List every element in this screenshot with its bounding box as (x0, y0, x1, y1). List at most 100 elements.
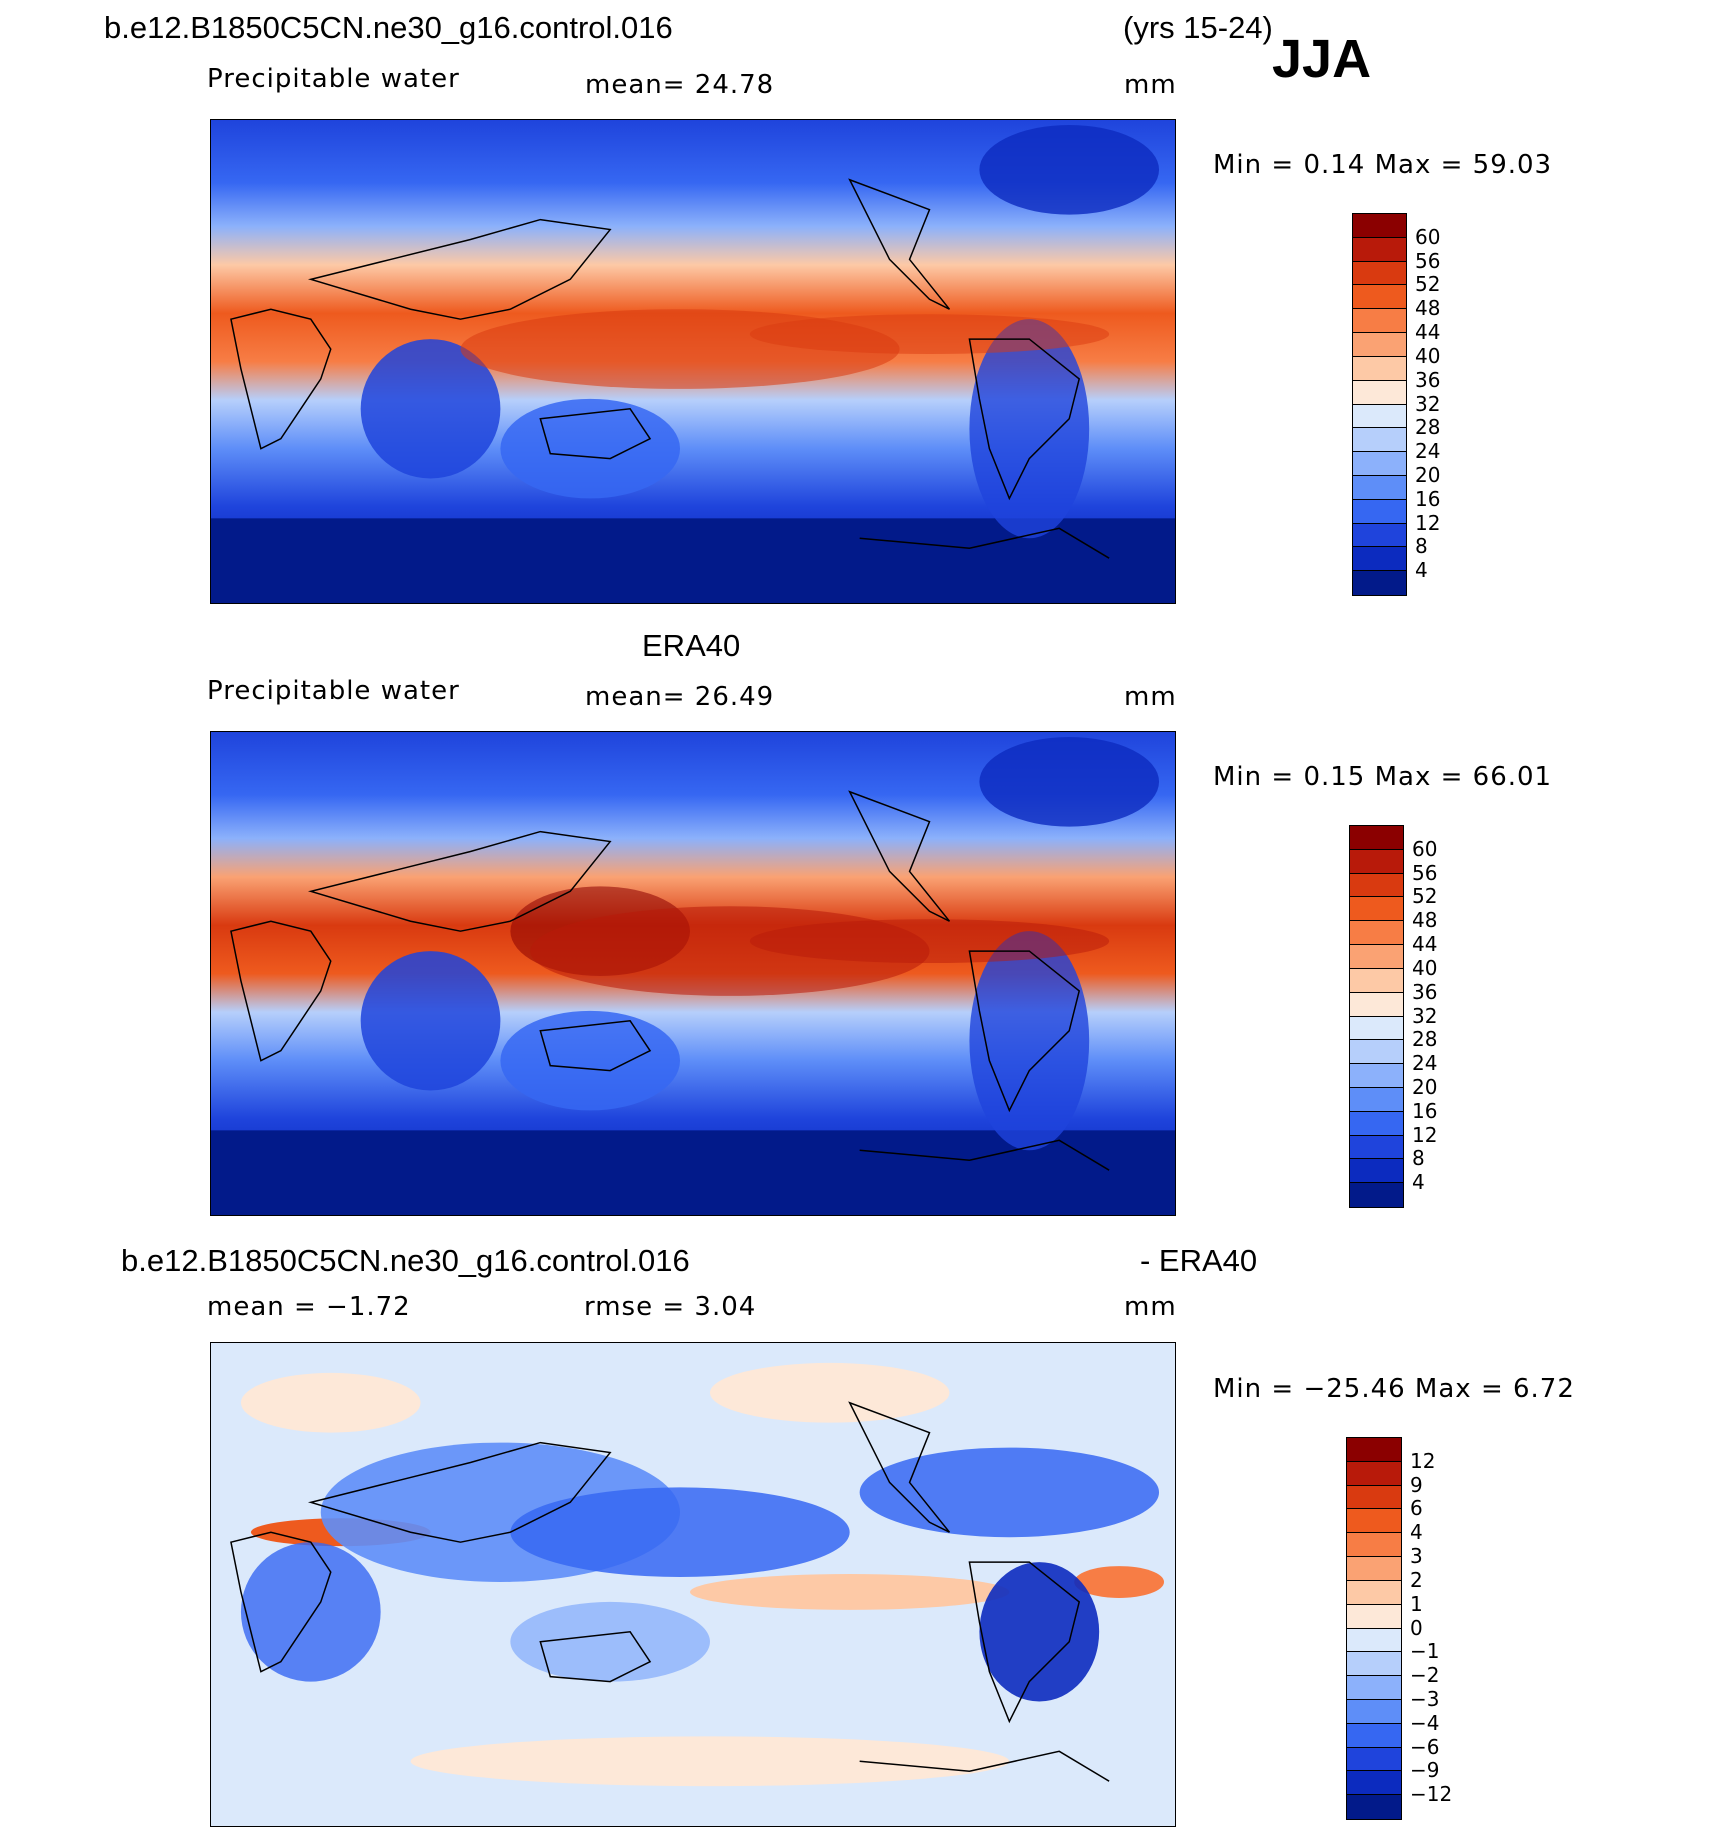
panel3-rmse-label: rmse = 3.04 (584, 1292, 757, 1322)
colorbar-tick-label: −6 (1410, 1734, 1440, 1759)
colorbar-tick-label: 28 (1412, 1027, 1438, 1052)
panel3-title-right: - ERA40 (1140, 1243, 1258, 1278)
colorbar-tick-label: 3 (1410, 1544, 1423, 1569)
colorbar-tick-label: 44 (1412, 932, 1438, 957)
colorbar-swatch (1350, 1135, 1403, 1160)
panel1-units-label: mm (1124, 70, 1177, 100)
colorbar-tick-label: −9 (1410, 1758, 1440, 1783)
panel2-mean-label: mean= 26.49 (585, 682, 775, 712)
colorbar-swatch (1350, 945, 1403, 969)
colorbar-swatch (1350, 849, 1403, 874)
colorbar-swatch (1350, 897, 1403, 922)
panel2-map-field (211, 732, 1175, 1215)
colorbar-tick-label: −12 (1410, 1782, 1453, 1807)
colorbar-tick-label: 52 (1415, 272, 1441, 297)
colorbar-swatch (1350, 1016, 1403, 1041)
colorbar-swatch (1350, 1064, 1403, 1088)
panel1-map-field (211, 120, 1175, 603)
panel1-map (210, 119, 1176, 604)
colorbar-tick-label: 28 (1415, 415, 1441, 440)
colorbar-tick-label: −4 (1410, 1710, 1440, 1735)
colorbar-swatch (1353, 356, 1406, 381)
colorbar-tick-label: 20 (1415, 462, 1441, 487)
colorbar-tick-label: 24 (1415, 439, 1441, 464)
colorbar-tick-label: 36 (1412, 979, 1438, 1004)
colorbar-tick-label: 16 (1412, 1098, 1438, 1123)
colorbar-swatch (1353, 499, 1406, 524)
colorbar-tick-label: 40 (1412, 955, 1438, 980)
colorbar-swatch (1350, 1183, 1403, 1207)
colorbar-tick-label: 36 (1415, 367, 1441, 392)
colorbar-swatch (1353, 475, 1406, 500)
panel1-variable-label: Precipitable water (207, 64, 460, 94)
colorbar-swatch (1350, 873, 1403, 898)
colorbar-tick-label: 44 (1415, 320, 1441, 345)
colorbar-tick-label: 4 (1410, 1520, 1423, 1545)
colorbar-tick-label: 56 (1415, 248, 1441, 273)
panel2-variable-label: Precipitable water (207, 676, 460, 706)
colorbar-tick-label: 32 (1412, 1003, 1438, 1028)
colorbar-swatch (1353, 404, 1406, 429)
colorbar-swatch (1350, 826, 1403, 850)
colorbar-swatch (1347, 1628, 1401, 1653)
colorbar-swatch (1347, 1723, 1401, 1748)
colorbar-swatch (1353, 380, 1406, 405)
colorbar-tick-label: 12 (1410, 1448, 1436, 1473)
colorbar-tick-label: 9 (1410, 1472, 1423, 1497)
colorbar-swatch (1353, 428, 1406, 453)
panel3-minmax: Min = −25.46 Max = 6.72 (1213, 1374, 1575, 1404)
colorbar-tick-label: 0 (1410, 1615, 1423, 1640)
case-title: b.e12.B1850C5CN.ne30_g16.control.016 (104, 10, 673, 45)
colorbar-tick-label: 12 (1412, 1122, 1438, 1147)
panel2-minmax: Min = 0.15 Max = 66.01 (1213, 762, 1553, 792)
colorbar-tick-label: 24 (1412, 1051, 1438, 1076)
colorbar-swatch (1353, 214, 1406, 238)
colorbar-swatch (1347, 1485, 1401, 1510)
panel2-title: ERA40 (642, 628, 741, 663)
colorbar-tick-label: 4 (1415, 558, 1428, 583)
colorbar-swatch (1353, 285, 1406, 310)
colorbar-tick-label: 8 (1415, 534, 1428, 559)
colorbar-swatch (1347, 1699, 1401, 1724)
panel3-map (210, 1342, 1176, 1827)
colorbar-tick-label: −3 (1410, 1686, 1440, 1711)
colorbar-swatch (1353, 309, 1406, 334)
colorbar-tick-label: 12 (1415, 510, 1441, 535)
colorbar-tick-label: 4 (1412, 1170, 1425, 1195)
colorbar-swatch (1347, 1747, 1401, 1772)
panel3-mean-label: mean = −1.72 (207, 1292, 411, 1322)
colorbar-tick-label: −1 (1410, 1639, 1440, 1664)
colorbar-swatch (1347, 1557, 1401, 1581)
colorbar-tick-label: 40 (1415, 343, 1441, 368)
colorbar-swatch (1350, 921, 1403, 946)
colorbar-tick-label: 60 (1412, 836, 1438, 861)
colorbar-swatch (1350, 1159, 1403, 1184)
panel2-colorbar (1349, 825, 1404, 1208)
panel3-colorbar (1346, 1437, 1402, 1820)
colorbar-swatch (1353, 261, 1406, 286)
colorbar-swatch (1347, 1461, 1401, 1486)
colorbar-tick-label: 8 (1412, 1146, 1425, 1171)
colorbar-tick-label: 16 (1415, 486, 1441, 511)
colorbar-swatch (1350, 1040, 1403, 1065)
colorbar-swatch (1353, 547, 1406, 572)
panel3-units-label: mm (1124, 1292, 1177, 1322)
colorbar-swatch (1350, 992, 1403, 1017)
colorbar-swatch (1353, 237, 1406, 262)
colorbar-swatch (1347, 1438, 1401, 1462)
colorbar-swatch (1347, 1604, 1401, 1629)
colorbar-swatch (1347, 1580, 1401, 1605)
panel1-mean-label: mean= 24.78 (585, 70, 775, 100)
colorbar-tick-label: 52 (1412, 884, 1438, 909)
colorbar-tick-label: 6 (1410, 1496, 1423, 1521)
colorbar-tick-label: 48 (1415, 296, 1441, 321)
colorbar-swatch (1350, 1111, 1403, 1136)
colorbar-swatch (1347, 1509, 1401, 1534)
colorbar-tick-label: 2 (1410, 1567, 1423, 1592)
colorbar-tick-label: 48 (1412, 908, 1438, 933)
colorbar-swatch (1353, 452, 1406, 476)
panel2-map (210, 731, 1176, 1216)
colorbar-tick-label: 60 (1415, 224, 1441, 249)
colorbar-tick-label: 20 (1412, 1074, 1438, 1099)
colorbar-swatch (1350, 968, 1403, 993)
